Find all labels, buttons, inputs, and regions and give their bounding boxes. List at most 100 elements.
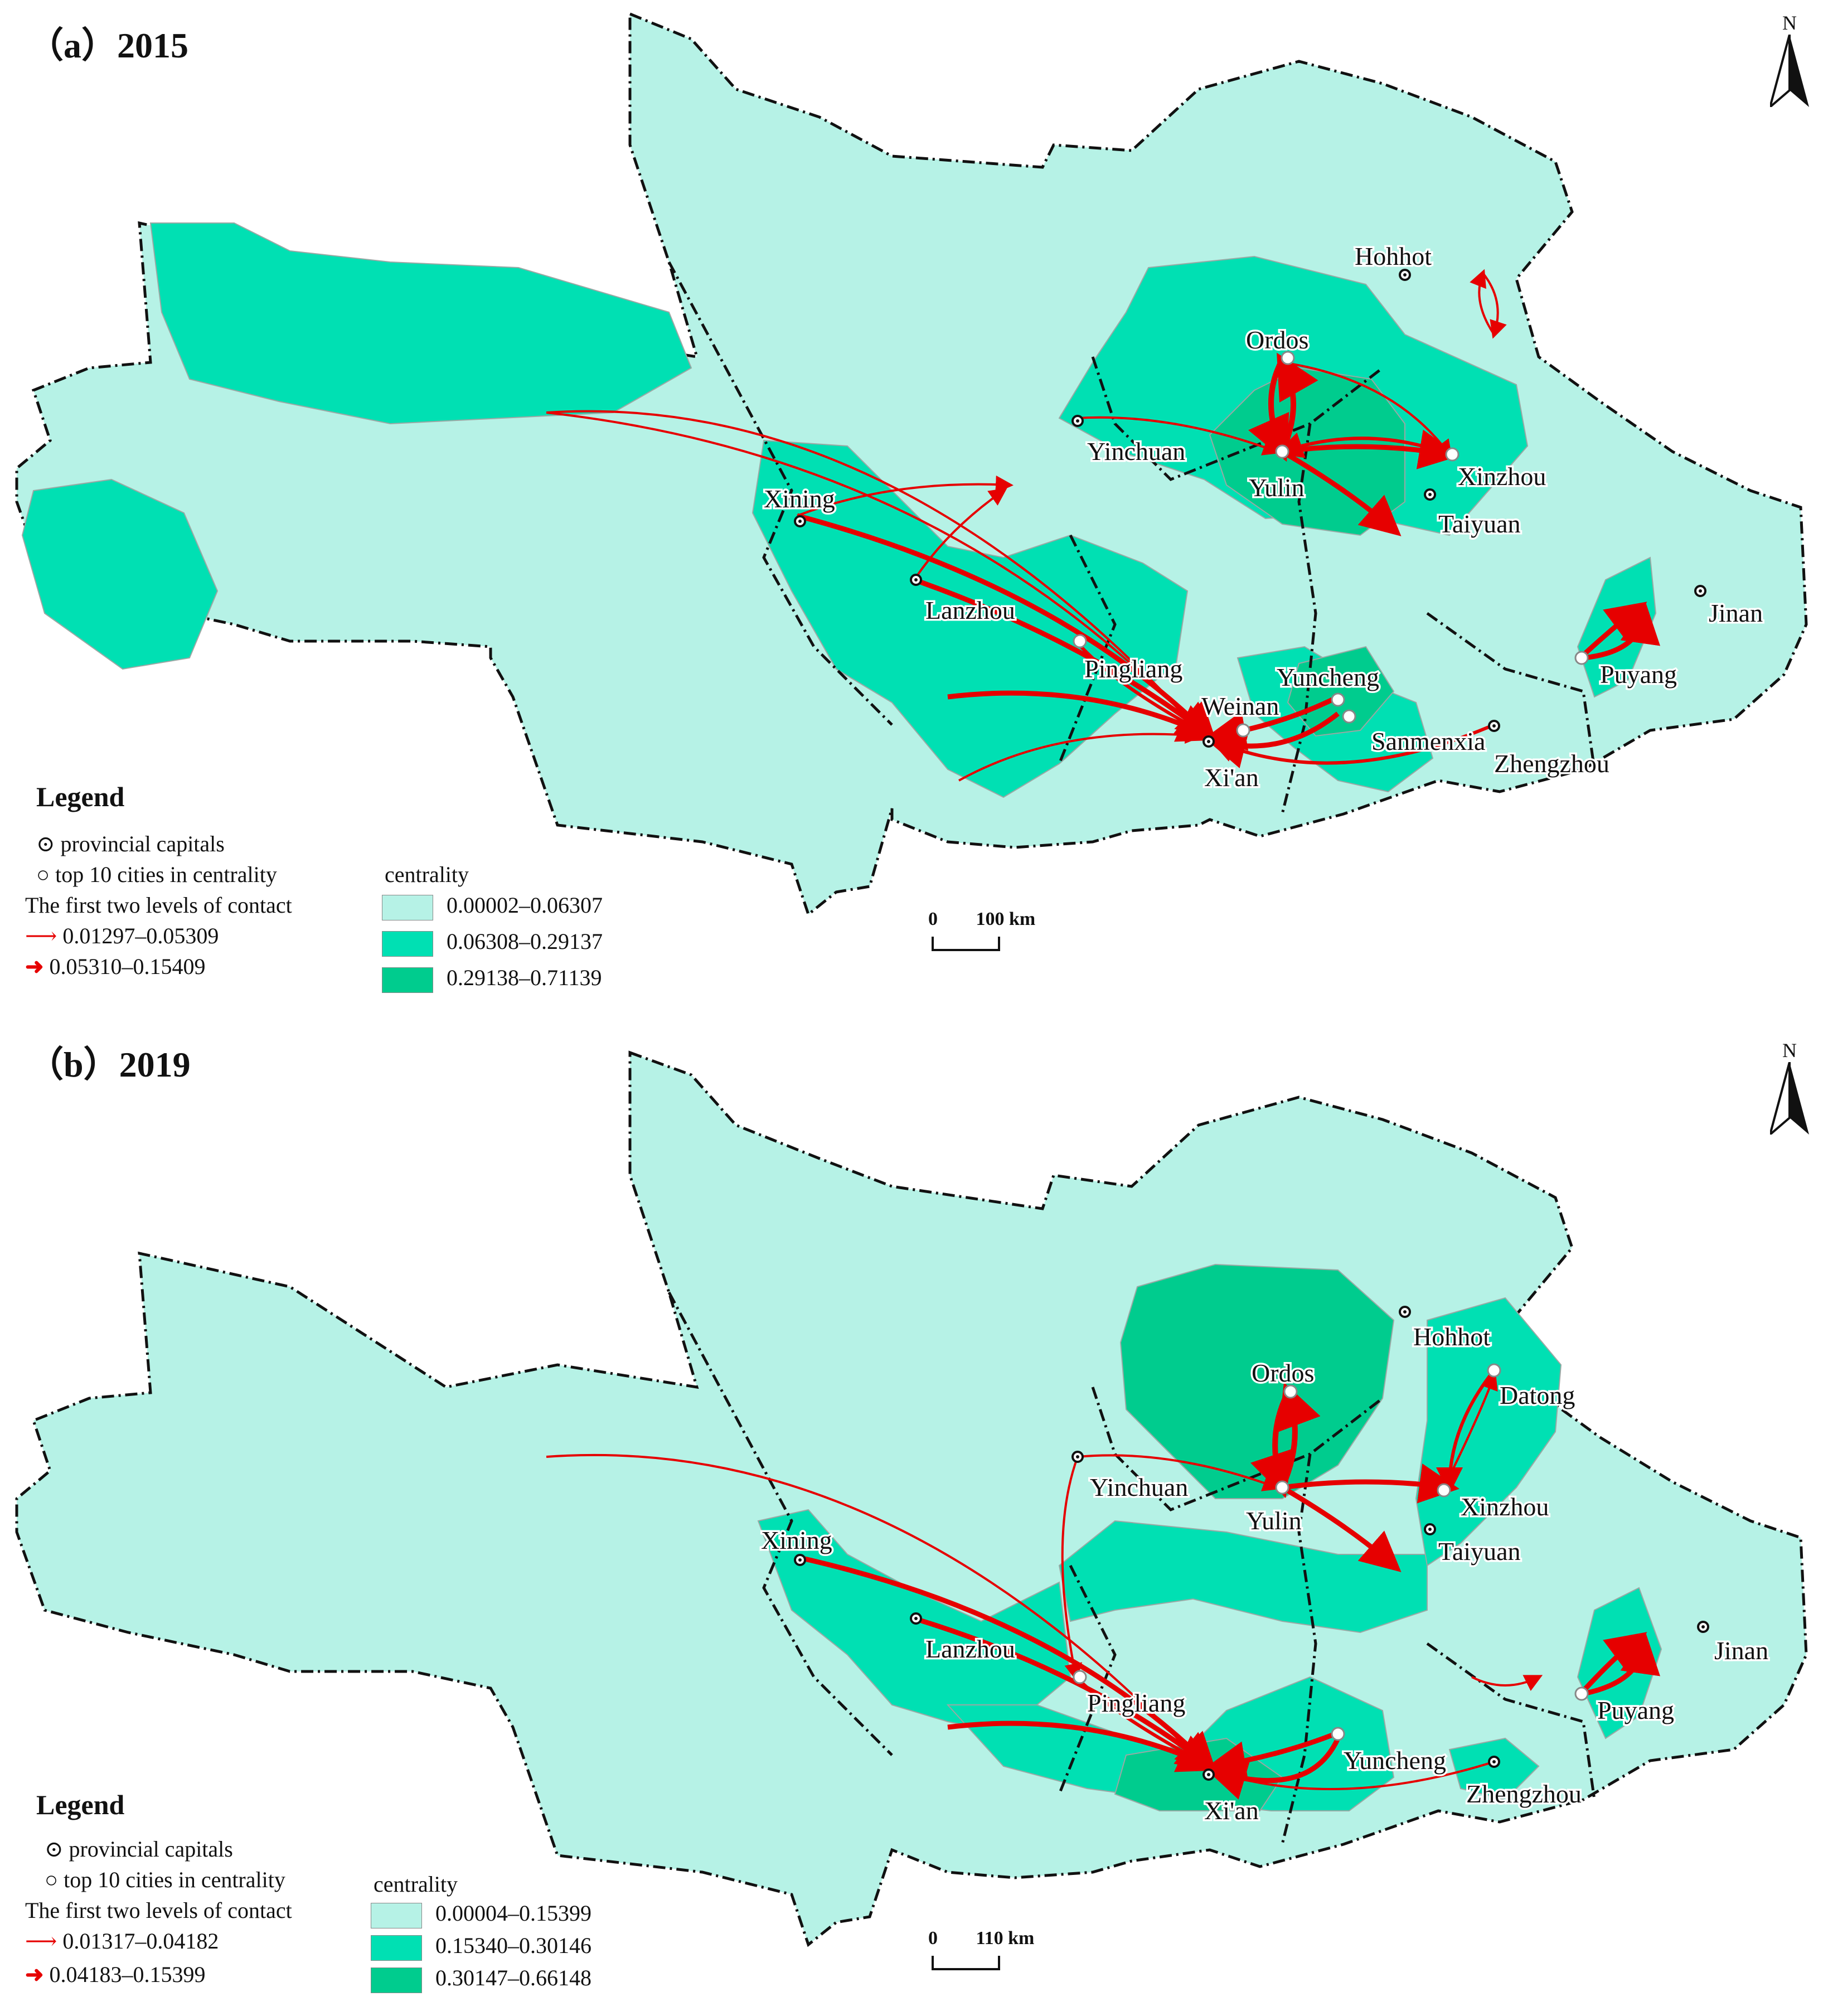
provincial-capital-icon: ⊙ [45,1836,64,1862]
legend-centrality-title: centrality [374,1872,458,1897]
province-boundaries [667,1291,1596,1845]
region-mid [149,222,692,425]
north-label: N [1782,1039,1797,1062]
north-arrow-icon [1768,1062,1809,1138]
legend-centrality-class-1: 0.00004–0.15399 [371,1900,591,1928]
city-markers [794,269,1706,748]
city-label-jinan: Jinan [1714,1636,1768,1665]
legend-centrality-class-2: 0.06308–0.29137 [382,928,603,957]
city-label-yinchuan: Yinchuan [1087,437,1185,466]
legend-top10-label: top 10 cities in centrality [64,1867,285,1892]
north-label: N [1782,12,1797,34]
swatch-low [371,1902,422,1928]
province-boundaries [667,261,1596,815]
thin-arrow-icon: ⟶ [25,923,57,948]
city-label-yuncheng: Yuncheng [1344,1746,1446,1775]
city-label-xian: Xi'an [1204,1796,1259,1825]
city-label-lanzhou: Lanzhou [925,1635,1015,1663]
legend-contact-title: The first two levels of contact [25,1898,292,1923]
legend-centrality-class-1-label: 0.00002–0.06307 [447,893,603,918]
scale-distance: 100 km [976,909,1036,929]
scale-line [932,937,1000,951]
city-label-weinan: Weinan [1201,692,1279,720]
map-panel-2019: （b）2019 N [0,1008,1828,2016]
legend-centrality-class-3-label: 0.29138–0.71139 [447,965,602,990]
contact-flows [546,1369,1660,1800]
swatch-mid [371,1935,422,1961]
city-label-yulin: Yulin [1246,1506,1302,1535]
swatch-mid [382,931,433,957]
city-label-lanzhou: Lanzhou [925,596,1015,624]
city-label-yulin: Yulin [1249,473,1305,502]
contact-flows [546,269,1660,782]
legend-top10: ○ top 10 cities in centrality [36,861,277,888]
legend-centrality-class-1: 0.00002–0.06307 [382,892,603,920]
north-arrow: N [1768,1039,1809,1140]
swatch-high [371,1967,422,1993]
panel-title: （b）2019 [28,1045,191,1084]
region-map: Hohhot Ordos Datong Yinchuan Yulin Xinzh… [15,1050,1808,1947]
legend-capitals-label: provincial capitals [60,831,225,856]
legend-title: Legend [36,1789,125,1820]
scale-zero: 0 [928,909,938,929]
top10-city-icon: ○ [45,1867,59,1892]
region-mid [1448,1737,1540,1801]
legend-contact-level-1-label: 0.01317–0.04182 [62,1928,219,1954]
thick-arrow-icon: ➜ [25,1962,44,1987]
legend-capitals: ⊙ provincial capitals [36,831,225,857]
city-markers [794,1306,1709,1781]
legend-contact-level-2-label: 0.04183–0.15399 [49,1962,206,1987]
scale-zero: 0 [928,1928,938,1949]
city-label-zhengzhou: Zhengzhou [1466,1780,1582,1808]
scale-distance: 110 km [976,1928,1035,1949]
city-label-ordos: Ordos [1246,326,1308,354]
legend-centrality-class-3: 0.30147–0.66148 [371,1965,591,1993]
legend-centrality-class-3: 0.29138–0.71139 [382,965,602,993]
city-label-puyang: Puyang [1597,1696,1674,1724]
city-label-zhengzhou: Zhengzhou [1494,749,1609,778]
panel-title: （a）2015 [28,26,188,65]
legend-centrality-class-2-label: 0.15340–0.30146 [435,1933,591,1958]
scale-line [932,1956,1000,1970]
city-label-xinzhou: Xinzhou [1461,1492,1549,1521]
city-label-datong: Datong [1500,1381,1575,1409]
legend-capitals: ⊙ provincial capitals [45,1836,233,1862]
city-label-sanmenxia: Sanmenxia [1371,727,1485,755]
city-label-taiyuan: Taiyuan [1438,510,1521,538]
region-mid [21,478,219,670]
swatch-low [382,894,433,920]
city-labels: Hohhot Ordos Yinchuan Yulin Xinzhou Taiy… [762,240,1765,794]
swatch-high [382,967,433,993]
legend-centrality-title: centrality [385,862,469,887]
city-label-xian: Xi'an [1204,763,1259,792]
region-mid [1058,1520,1428,1634]
region-map: Hohhot Ordos Yinchuan Yulin Xinzhou Taiy… [15,12,1808,917]
thin-arrow-icon: ⟶ [25,1928,57,1954]
legend-capitals-label: provincial capitals [69,1836,233,1862]
scale-bar: 0 110 km [928,1928,1035,1970]
city-label-taiyuan: Taiyuan [1438,1537,1521,1566]
city-label-pingliang: Pingliang [1087,1689,1185,1717]
city-label-ordos: Ordos [1252,1359,1314,1387]
legend-contact-level-2: ➜ 0.05310–0.15409 [25,953,206,980]
city-label-xinzhou: Xinzhou [1458,462,1546,491]
region-high [1287,646,1395,737]
city-label-yinchuan: Yinchuan [1090,1473,1188,1501]
north-arrow: N [1768,11,1809,112]
city-label-hohhot: Hohhot [1413,1322,1490,1351]
legend-contact-level-2: ➜ 0.04183–0.15399 [25,1961,206,1988]
north-arrow-icon [1768,34,1809,110]
legend-contact-level-2-label: 0.05310–0.15409 [49,954,206,979]
city-labels: Hohhot Ordos Datong Yinchuan Yulin Xinzh… [759,1321,1771,1827]
city-label-pingliang: Pingliang [1084,655,1182,683]
legend-contact-title: The first two levels of contact [25,893,292,918]
city-label-yuncheng: Yuncheng [1277,663,1379,691]
legend-centrality-class-2: 0.15340–0.30146 [371,1932,591,1961]
city-label-xining: Xining [764,484,835,513]
legend-centrality-class-1-label: 0.00004–0.15399 [435,1901,591,1926]
legend-contact-level-1-label: 0.01297–0.05309 [62,923,219,948]
legend-top10-label: top 10 cities in centrality [55,862,277,887]
legend-top10: ○ top 10 cities in centrality [45,1867,285,1893]
top10-city-icon: ○ [36,862,50,887]
thick-arrow-icon: ➜ [25,954,44,979]
